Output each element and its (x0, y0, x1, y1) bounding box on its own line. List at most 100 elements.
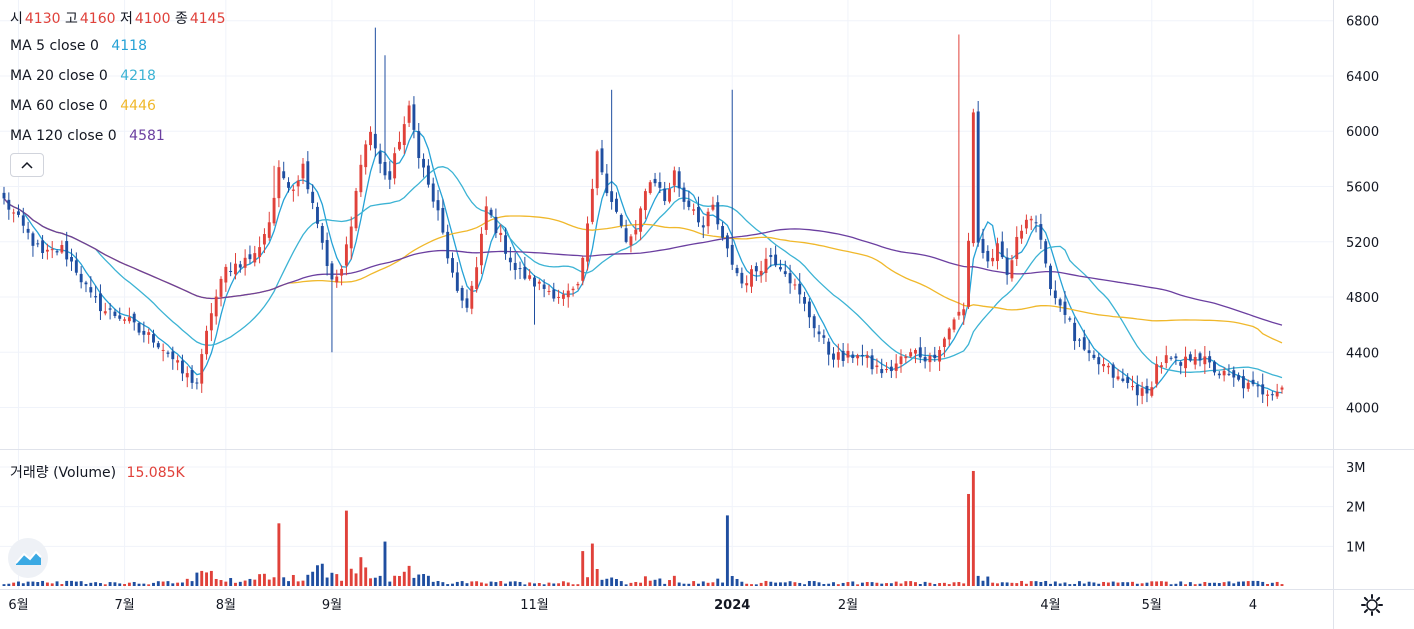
candle-body (123, 319, 127, 321)
time-axis[interactable]: 6월 7월 8월 9월 11월 2024 2월 4월 5월 4 (8, 598, 1257, 613)
volume-bar (885, 583, 888, 586)
candle-body (677, 171, 681, 189)
candle-body (668, 188, 671, 202)
candle-body (1179, 362, 1183, 366)
volume-bar (639, 582, 643, 586)
ohlc-legend: 시 4130 고 4160 저 4100 종 4145 (10, 8, 225, 28)
price-tick-label: 4000 (1346, 402, 1379, 417)
volume-bar (499, 581, 503, 586)
volume-bar (311, 571, 315, 586)
candle-body (1174, 356, 1178, 359)
volume-bar (764, 580, 768, 586)
volume-bar (778, 582, 782, 586)
candle-body (209, 313, 213, 331)
ma-line (3, 197, 1283, 326)
ma-line (3, 130, 1283, 394)
volume-bar (446, 584, 450, 586)
candle-body (1256, 385, 1260, 387)
ma-line (3, 197, 1283, 344)
ma60-legend[interactable]: MA 60 close 0 4446 (10, 98, 156, 114)
volume-bar (364, 567, 368, 586)
volume-bar (17, 581, 20, 586)
volume-legend[interactable]: 거래량 (Volume) 15.085K (10, 462, 185, 482)
candle-body (21, 215, 25, 226)
volume-bar (489, 581, 493, 586)
volume-bar (99, 583, 102, 586)
collapse-legend-button[interactable] (10, 153, 44, 177)
candle-body (74, 260, 78, 273)
volume-tick-label: 3M (1346, 461, 1366, 476)
candle-body (147, 332, 151, 335)
candle-body (354, 190, 358, 229)
volume-bar (287, 581, 290, 586)
volume-bar (1116, 582, 1120, 586)
candle-body (1237, 375, 1241, 380)
volume-bar (1222, 582, 1226, 586)
volume-bar (330, 572, 334, 586)
candle-body (610, 191, 614, 202)
candle-body (1005, 257, 1009, 275)
volume-bar (822, 584, 826, 586)
candle-body (1111, 364, 1115, 378)
volume-bar (262, 573, 266, 586)
volume-bar (557, 583, 561, 586)
volume-bar (663, 583, 667, 586)
candle-body (55, 251, 59, 253)
chevron-up-icon (21, 161, 33, 169)
ma20-legend[interactable]: MA 20 close 0 4218 (10, 68, 156, 84)
volume-bar (369, 578, 372, 586)
price-tick-label: 6400 (1346, 70, 1379, 85)
volume-bar (1131, 581, 1134, 586)
candle-body (725, 235, 729, 249)
volume-bar (672, 575, 676, 586)
grid-lines (0, 0, 1333, 589)
volume-bar (79, 581, 83, 586)
volume-bar (431, 581, 435, 586)
candle-body (393, 153, 397, 179)
candle-body (711, 204, 715, 210)
candles (2, 27, 1284, 407)
candle-body (566, 290, 570, 298)
candle-body (1116, 376, 1120, 380)
volume-bar (1164, 581, 1168, 586)
candle-body (373, 133, 377, 149)
volume-bar (1241, 581, 1245, 586)
candle-body (142, 330, 146, 335)
candle-body (479, 233, 483, 266)
candle-body (735, 267, 739, 274)
tradingview-logo[interactable] (8, 538, 48, 578)
volume-bar (938, 583, 942, 586)
candle-body (388, 171, 392, 180)
volume-bar (807, 580, 811, 586)
ma5-legend[interactable]: MA 5 close 0 4118 (10, 38, 147, 54)
volume-bar (354, 573, 358, 586)
volume-bar (152, 582, 155, 586)
gear-icon[interactable] (1360, 593, 1384, 617)
volume-bar (108, 582, 112, 586)
candle-body (1106, 365, 1110, 368)
candle-body (885, 369, 888, 371)
volume-axis[interactable]: 1M 2M 3M (1346, 461, 1366, 555)
volume-bar (26, 581, 30, 586)
volume-bar (465, 583, 469, 586)
candle-body (648, 182, 652, 193)
volume-bar (923, 581, 927, 586)
ma120-legend[interactable]: MA 120 close 0 4581 (10, 128, 165, 144)
candle-body (600, 148, 604, 173)
candle-body (687, 200, 691, 207)
candle-body (176, 360, 180, 363)
candle-body (1097, 357, 1101, 365)
volume-bar (537, 583, 541, 586)
volume-bar (986, 576, 990, 586)
volume-bar (701, 581, 705, 586)
volume-bar (846, 582, 850, 586)
volume-bar (31, 581, 35, 586)
candle-body (253, 253, 257, 263)
price-axis[interactable]: 4000 4400 4800 5200 5600 6000 6400 6800 (1346, 15, 1379, 417)
candle-body (190, 370, 194, 383)
ma5-value: 4118 (111, 38, 147, 54)
volume-bar (942, 582, 946, 586)
volume-bar (581, 551, 585, 586)
candle-body (557, 296, 561, 298)
